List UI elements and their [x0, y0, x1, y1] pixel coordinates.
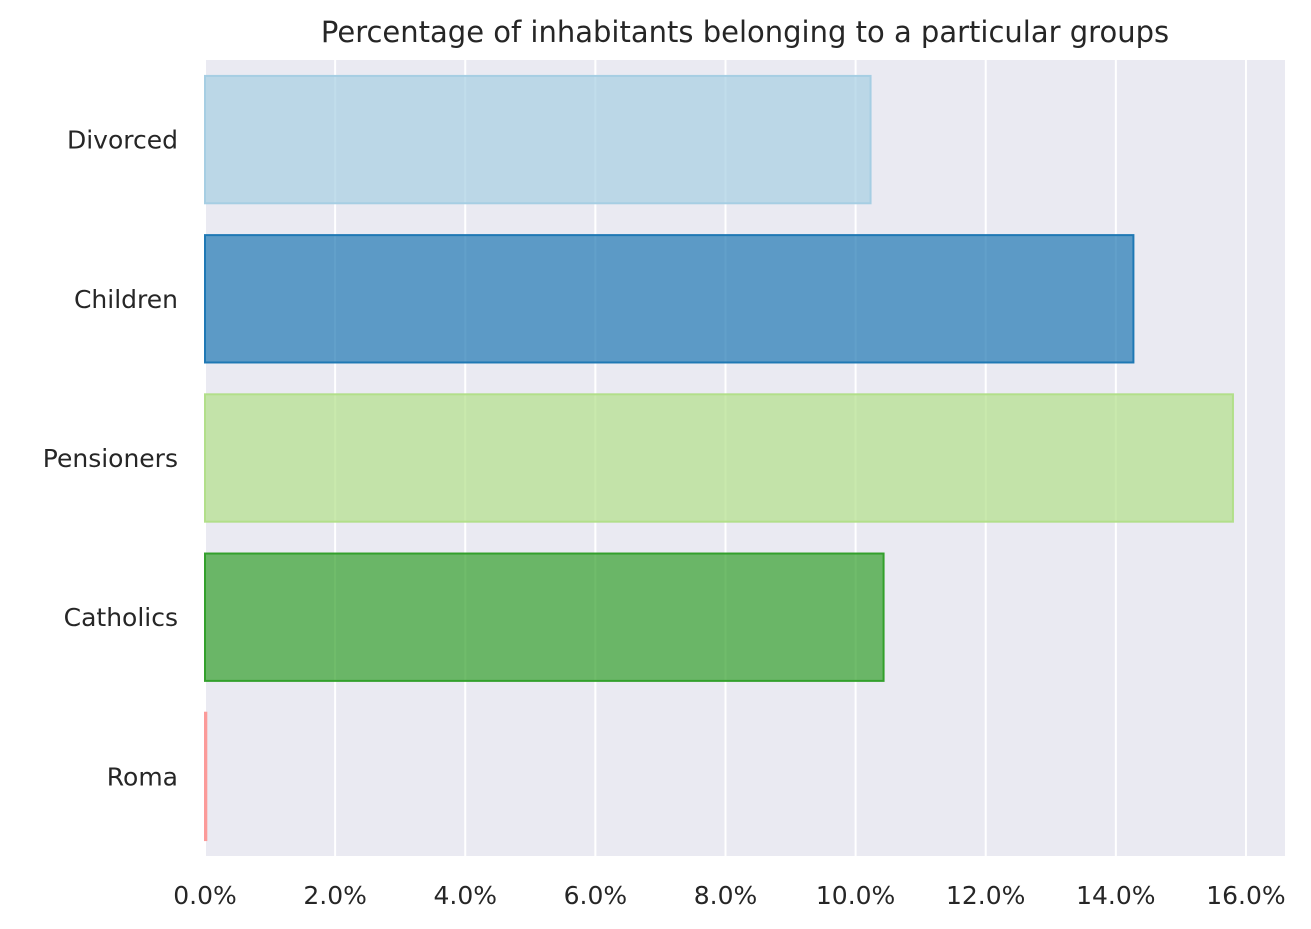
- y-tick-label-children: Children: [74, 285, 178, 314]
- x-tick-label: 8.0%: [694, 881, 758, 910]
- x-tick-label: 4.0%: [433, 881, 497, 910]
- bar-children: [204, 234, 1135, 364]
- x-tick-label: 6.0%: [564, 881, 628, 910]
- x-tick-label: 2.0%: [303, 881, 367, 910]
- bar-pensioners: [204, 393, 1234, 523]
- bar-divorced: [204, 74, 872, 205]
- y-tick-label-roma: Roma: [107, 762, 178, 791]
- y-tick-label-divorced: Divorced: [67, 126, 178, 155]
- x-tick-label: 0.0%: [173, 881, 237, 910]
- y-tick-label-pensioners: Pensioners: [43, 444, 178, 473]
- x-tick-label: 14.0%: [1076, 881, 1155, 910]
- x-tick-labels: 0.0% 2.0% 4.0% 6.0% 8.0% 10.0% 12.0% 14.0% 16.0%: [173, 881, 1285, 910]
- y-tick-label-catholics: Catholics: [64, 603, 178, 632]
- x-tick-label: 12.0%: [946, 881, 1025, 910]
- chart-title: Percentage of inhabitants belonging to a…: [321, 15, 1169, 49]
- bars: [204, 74, 1234, 842]
- y-tick-labels: Divorced Children Pensioners Catholics Roma: [43, 126, 178, 792]
- bar-catholics: [204, 552, 885, 682]
- x-tick-label: 10.0%: [816, 881, 895, 910]
- bar-roma: [204, 711, 208, 842]
- x-tick-label: 16.0%: [1206, 881, 1285, 910]
